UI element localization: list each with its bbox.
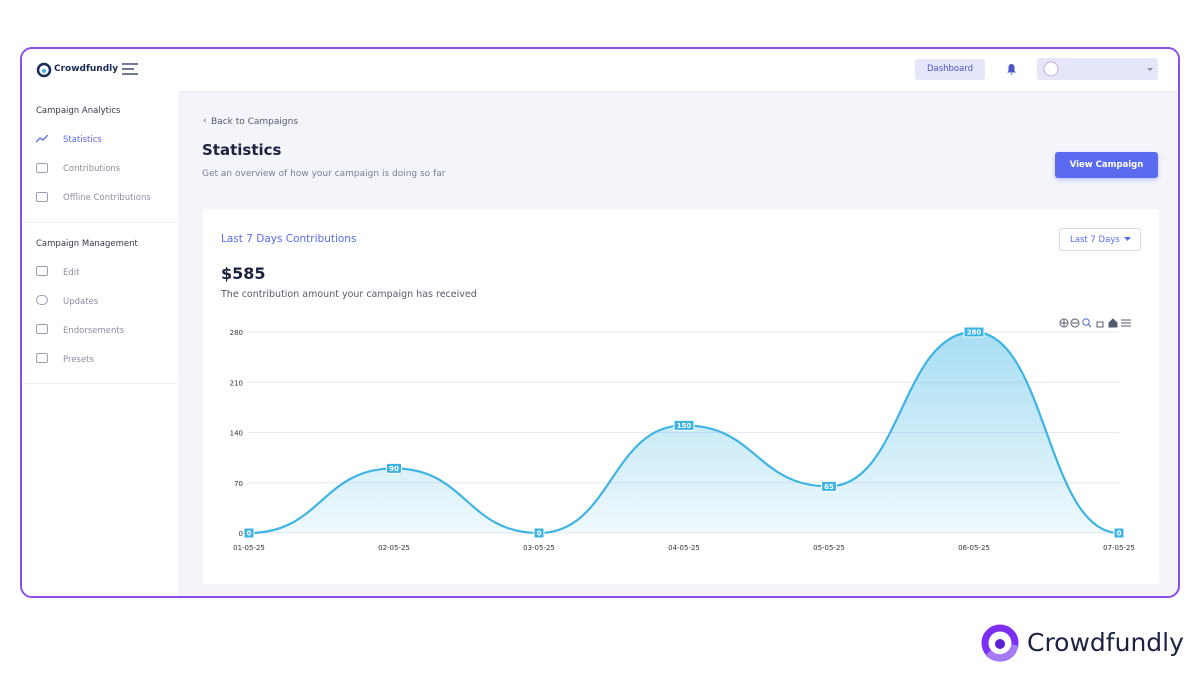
divider: [22, 222, 178, 223]
x-tick-label: 07-05-25: [1103, 544, 1135, 552]
brand-logo: [36, 62, 52, 78]
data-label: 280: [967, 329, 982, 337]
chart-card: Last 7 Days Contributions Last 7 Days $5…: [203, 209, 1159, 584]
data-label-box: [963, 326, 985, 338]
icon: [36, 266, 48, 276]
avatar: [1043, 61, 1153, 77]
total-amount: $585: [221, 264, 266, 283]
x-tick-label: 02-05-25: [378, 544, 410, 552]
y-tick-label: 70: [234, 480, 243, 488]
data-label-box: [243, 527, 255, 539]
card-title: Last 7 Days Contributions: [221, 233, 357, 245]
notification-bell[interactable]: [1006, 63, 1017, 75]
y-tick-label: 280: [230, 329, 243, 337]
data-label: 0: [537, 530, 542, 538]
dashboard-button[interactable]: Dashboard: [915, 59, 985, 80]
nav-item[interactable]: Presets: [63, 355, 94, 365]
page-subtitle: Get an overview of how your campaign is …: [202, 169, 446, 179]
nav-item[interactable]: Updates: [63, 297, 99, 307]
y-tick-label: 140: [230, 430, 243, 438]
range-select-label: Last 7 Days: [1070, 235, 1120, 245]
icon: [36, 324, 48, 334]
data-label: 150: [677, 422, 692, 430]
y-tick-label: 0: [239, 530, 243, 538]
x-tick-label: 04-05-25: [668, 544, 700, 552]
caret: [1124, 237, 1131, 241]
data-label-box: [533, 527, 545, 539]
divider: [22, 383, 178, 384]
data-label: 0: [1117, 530, 1122, 538]
page-title: Statistics: [202, 141, 282, 159]
app-window: Crowdfundly Dashboard Campaign Analytics…: [20, 47, 1180, 598]
view-campaign-button[interactable]: View Campaign: [1055, 152, 1158, 178]
data-label-box: [673, 419, 695, 431]
icon: [36, 295, 48, 305]
nav-item[interactable]: Offline Contributions: [63, 193, 151, 203]
data-label-box: [821, 480, 837, 492]
nav-item[interactable]: Endorsements: [63, 326, 125, 336]
nav-item[interactable]: Contributions: [63, 164, 121, 174]
x-tick-label: 03-05-25: [523, 544, 555, 552]
icon: [36, 135, 48, 143]
nav-item[interactable]: Edit: [63, 268, 80, 278]
account-dropdown[interactable]: [1037, 58, 1158, 80]
nav-item[interactable]: Statistics: [63, 135, 102, 145]
data-label-box: [1113, 527, 1125, 539]
x-tick-label: 05-05-25: [813, 544, 845, 552]
menu-toggle[interactable]: [122, 63, 138, 75]
y-tick-label: 210: [230, 379, 243, 387]
brand-name: Crowdfundly: [54, 64, 119, 74]
range-select[interactable]: Last 7 Days: [1059, 228, 1141, 251]
data-label: 65: [824, 483, 834, 491]
section-title: Campaign Analytics: [36, 106, 121, 116]
data-label: 0: [247, 530, 252, 538]
x-tick-label: 06-05-25: [958, 544, 990, 552]
total-description: The contribution amount your campaign ha…: [221, 289, 477, 300]
icon: [36, 163, 48, 173]
chart-toolbar[interactable]: [1059, 317, 1137, 329]
sidebar: Campaign Analytics Statistics Contributi…: [22, 91, 178, 596]
back-chevron: ‹: [203, 116, 207, 126]
data-label: 90: [389, 465, 399, 473]
icon: [36, 353, 48, 363]
footer-brand: Crowdfundly: [1027, 628, 1184, 657]
chart: 0 70 140 210 280 01-05-25 02-05-25 03-05-25 04-0…: [230, 326, 1135, 552]
footer-logo: [981, 624, 1019, 662]
icon: [36, 192, 48, 202]
back-link[interactable]: Back to Campaigns: [211, 117, 299, 127]
area-fill: [249, 332, 1119, 533]
data-label-box: [386, 462, 402, 474]
header: Crowdfundly Dashboard: [22, 49, 1178, 91]
x-tick-label: 01-05-25: [233, 544, 265, 552]
section-title: Campaign Management: [36, 239, 138, 249]
